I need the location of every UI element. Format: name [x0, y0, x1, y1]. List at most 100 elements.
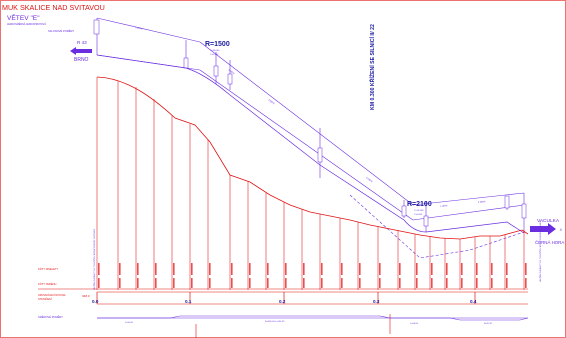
station-value-mark [303, 263, 305, 275]
station-value-mark [321, 278, 323, 288]
alignment-label: R=265.00 L=104.23 [265, 321, 285, 323]
branch-title: VĚTEV "E" [7, 13, 40, 22]
station-value-mark [359, 278, 361, 288]
left-vertical-note: SNÍŽENÍ NIVELETY O TLOUŠŤKU KONSTRUKCE V… [93, 228, 96, 290]
curve-bottom-radius: R=2100 [407, 201, 432, 208]
km-label: 0.0 [92, 299, 99, 304]
station-value-mark [431, 278, 433, 288]
grade-label: 1.100% [440, 205, 448, 208]
curve-top-t: T=30.000 [210, 50, 220, 52]
table-row-labels: KÓTY NIVELETY KÓTY TERÉNU SROVNÁVACÍ ROV… [38, 266, 66, 319]
right-route: VACULKA I/ ČERNÁ HORA [530, 218, 564, 245]
grade-label: 2.050% [267, 99, 274, 105]
station-value-mark [119, 278, 121, 288]
profile-table: KÓTY NIVELETY KÓTY TERÉNU SROVNÁVACÍ ROV… [38, 266, 529, 338]
km-label: 0.4 [470, 299, 477, 304]
station-value-mark [173, 263, 175, 275]
station-value-mark [249, 263, 251, 275]
station-value-mark [525, 263, 527, 275]
station-value-mark [399, 278, 401, 288]
row-label-staniceni: STANIČENÍ [38, 296, 52, 301]
alignment-labels: L=50.00 R=265.00 L=104.23 L=54.00 R=22.3… [125, 321, 493, 325]
right-arrow-icon [530, 223, 556, 235]
station-value-mark [431, 263, 433, 275]
branch-subtitle: JEDNOSMĚRNÁ JEDNOPRUHOVÁ [7, 23, 46, 26]
station-values [98, 263, 527, 288]
station-drop-lines [96, 77, 525, 290]
station-value-mark [173, 278, 175, 288]
curve-top-y: Y=0.300 [210, 54, 219, 56]
curve-top-radius: R=1500 [205, 41, 230, 48]
station-value-mark [461, 263, 463, 275]
station-value-mark [209, 263, 211, 275]
station-value-mark [379, 278, 381, 288]
station-value-mark [525, 278, 527, 288]
station-value-mark [506, 263, 508, 275]
crossing-note: KM 0.300 KŘÍŽENÍ SE SILNICÍ II/ 22 [368, 24, 376, 110]
curve-bottom-t: T=13.238 [414, 210, 424, 212]
station-value-mark [155, 263, 157, 275]
terrain-line [96, 76, 529, 240]
station-value-mark [416, 263, 418, 275]
top-row-label: SKLONOVÉ POMĚRY [48, 28, 74, 33]
left-arrow-icon [70, 47, 92, 55]
km-label: 0.1 [185, 299, 192, 304]
station-value-mark [491, 278, 493, 288]
station-value-mark [98, 278, 100, 288]
station-value-mark [303, 278, 305, 288]
gradient-box [96, 17, 525, 233]
station-value-mark [98, 263, 100, 275]
station-value-mark [321, 263, 323, 275]
station-value-mark [249, 278, 251, 288]
title: MUK SKALICE NAD SVITAVOU [2, 3, 105, 12]
curve-top: R=1500 T=30.000 Y=0.300 [205, 41, 230, 56]
station-value-mark [446, 278, 448, 288]
station-value-mark [285, 263, 287, 275]
row-label-smerove: SMĚROVÉ POMĚRY [38, 314, 63, 319]
left-route-number: R 43 [77, 40, 87, 45]
grade-tick-boxes [93, 19, 527, 227]
curve-bottom-y: Y=0.004 [414, 214, 423, 216]
row-label-srovnavaci: SROVNÁVACÍ ROVINA [38, 293, 66, 297]
station-value-mark [137, 278, 139, 288]
right-route-sub: ČERNÁ HORA [535, 240, 564, 245]
station-value-mark [341, 278, 343, 288]
grade-label: 3.680% [227, 69, 234, 75]
station-value-mark [267, 263, 269, 275]
km-label: 0.2 [279, 299, 286, 304]
station-value-mark [231, 278, 233, 288]
station-value-mark [379, 263, 381, 275]
km-label: 0.3 [373, 299, 380, 304]
grade-label: 1.300% [135, 27, 143, 31]
grade-label: 2.300% [478, 201, 486, 204]
station-value-mark [359, 263, 361, 275]
alignment-label: L=54.00 [410, 323, 419, 325]
station-value-mark [461, 278, 463, 288]
datum-value: 348.0 [82, 294, 90, 298]
curve-bottom: R=2100 T=13.238 Y=0.004 [407, 201, 432, 216]
right-vertical-note: SNÍŽENÍ NIVELETY O TLOUŠŤKU KONSTRUKCE V… [539, 220, 542, 282]
grade-label: 5.330% [365, 177, 372, 183]
row-label-kota-nivelety: KÓTY NIVELETY [38, 266, 59, 271]
grade-labels: 1.300% 3.680% 2.050% 5.330% 1.100% 2.300… [135, 27, 486, 208]
km-labels: 0.0 0.1 0.2 0.3 0.4 [92, 299, 477, 304]
station-value-mark [119, 263, 121, 275]
existing-grade-dashed [349, 194, 525, 259]
right-route-mark: I/ [560, 228, 562, 232]
station-value-mark [155, 278, 157, 288]
alignment-label: R=22.37 [484, 323, 493, 325]
station-value-mark [416, 278, 418, 288]
station-value-mark [476, 278, 478, 288]
left-route: R 43 BRNO [70, 40, 92, 63]
station-value-mark [285, 278, 287, 288]
left-route-city: BRNO [74, 57, 89, 63]
station-value-mark [209, 278, 211, 288]
station-value-mark [191, 278, 193, 288]
row-label-kota-terenu: KÓTY TERÉNU [38, 281, 56, 286]
station-value-mark [231, 263, 233, 275]
station-value-mark [191, 263, 193, 275]
station-ticks [96, 292, 476, 304]
station-value-mark [476, 263, 478, 275]
station-value-mark [446, 263, 448, 275]
station-value-mark [506, 278, 508, 288]
